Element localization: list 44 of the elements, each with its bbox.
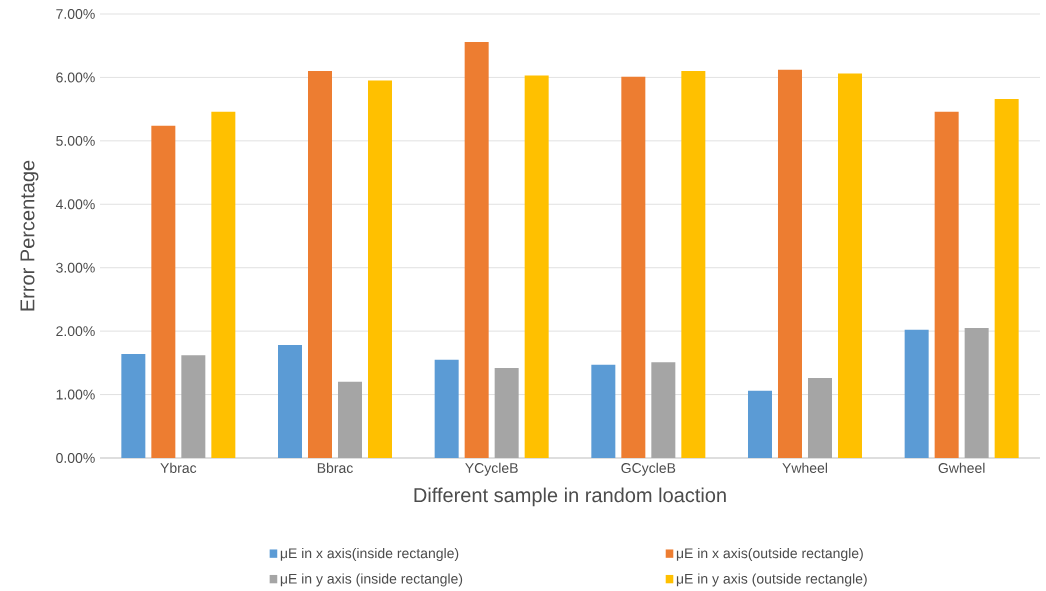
bar [964,327,989,458]
y-tick-label: 7.00% [56,9,95,19]
y-tick-label: 2.00% [56,326,95,337]
legend-label: μE in y axis (outside rectangle) [676,573,867,587]
x-tick-label: YCycleB [465,462,518,476]
bar [151,125,176,458]
bar [494,367,519,458]
bar [464,41,489,458]
x-tick-label: Gwheel [938,462,985,473]
bar [368,80,392,458]
bar [808,378,832,458]
y-tick-label: 3.00% [56,262,95,273]
y-tick-label: 4.00% [55,199,95,210]
bar [278,345,302,458]
x-tick-label: Bbrac [317,462,353,473]
bar [211,111,236,458]
y-tick-label: 0.00% [56,453,95,463]
bar [524,75,549,458]
bar [591,364,616,458]
bar [651,362,676,458]
bar [121,353,146,458]
x-tick-label: Ybrac [160,462,197,473]
bar [837,73,862,458]
bar [934,111,959,458]
y-tick-label: 1.00% [56,389,95,400]
legend-label: μE in x axis(outside rectangle) [676,547,863,561]
bar [434,359,459,458]
bar [308,71,332,458]
legend-label: μE in y axis (inside rectangle) [280,573,463,587]
bar [621,76,646,458]
y-axis-title: Error Percentage [20,160,39,311]
x-axis-title: Different sample in random loaction [414,487,726,507]
bar [338,381,363,458]
bar [994,98,1019,458]
x-tick-label: Ywheel [782,462,828,473]
x-tick-label: GCycleB [621,462,676,476]
bar [181,355,206,458]
bar [681,71,706,458]
y-tick-label: 5.00% [56,135,95,146]
bar [904,329,929,458]
y-tick-label: 6.00% [56,72,95,83]
legend-label: μE in x axis(inside rectangle) [280,547,459,561]
bar [778,69,802,458]
bar [748,390,772,458]
